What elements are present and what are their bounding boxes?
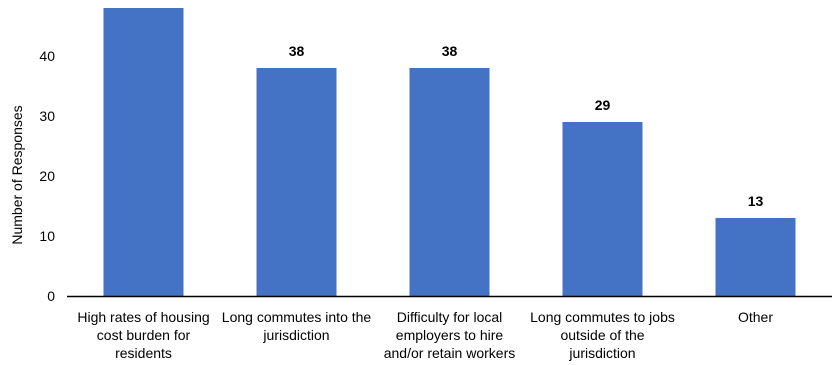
- category-label: Long commutes to jobs outside of the juris…: [530, 309, 675, 361]
- bar: [409, 68, 490, 296]
- bar: [103, 8, 184, 296]
- category-label: Difficulty for local employers to hire and…: [384, 309, 516, 361]
- value-label: 29: [595, 97, 611, 113]
- bar: [256, 68, 337, 296]
- value-label: 13: [748, 193, 764, 209]
- y-tick-label: 40: [39, 48, 55, 64]
- category-labels: High rates of housing cost burden for resi…: [77, 309, 773, 361]
- category-label: Long commutes into the jurisdiction: [222, 309, 372, 343]
- y-tick-label: 0: [47, 288, 55, 304]
- value-label: 38: [289, 43, 305, 59]
- y-ticks: 0 10 20 30 40: [39, 48, 55, 304]
- bar: [715, 218, 796, 296]
- value-labels: 38 38 29 13: [289, 43, 764, 209]
- bar: [562, 122, 643, 296]
- y-tick-label: 20: [39, 168, 55, 184]
- y-tick-label: 10: [39, 228, 55, 244]
- category-label: Other: [738, 309, 773, 325]
- bars: [103, 8, 796, 296]
- y-tick-label: 30: [39, 108, 55, 124]
- category-label: High rates of housing cost burden for resi…: [77, 309, 209, 361]
- y-axis-label: Number of Responses: [9, 105, 25, 244]
- value-label: 38: [442, 43, 458, 59]
